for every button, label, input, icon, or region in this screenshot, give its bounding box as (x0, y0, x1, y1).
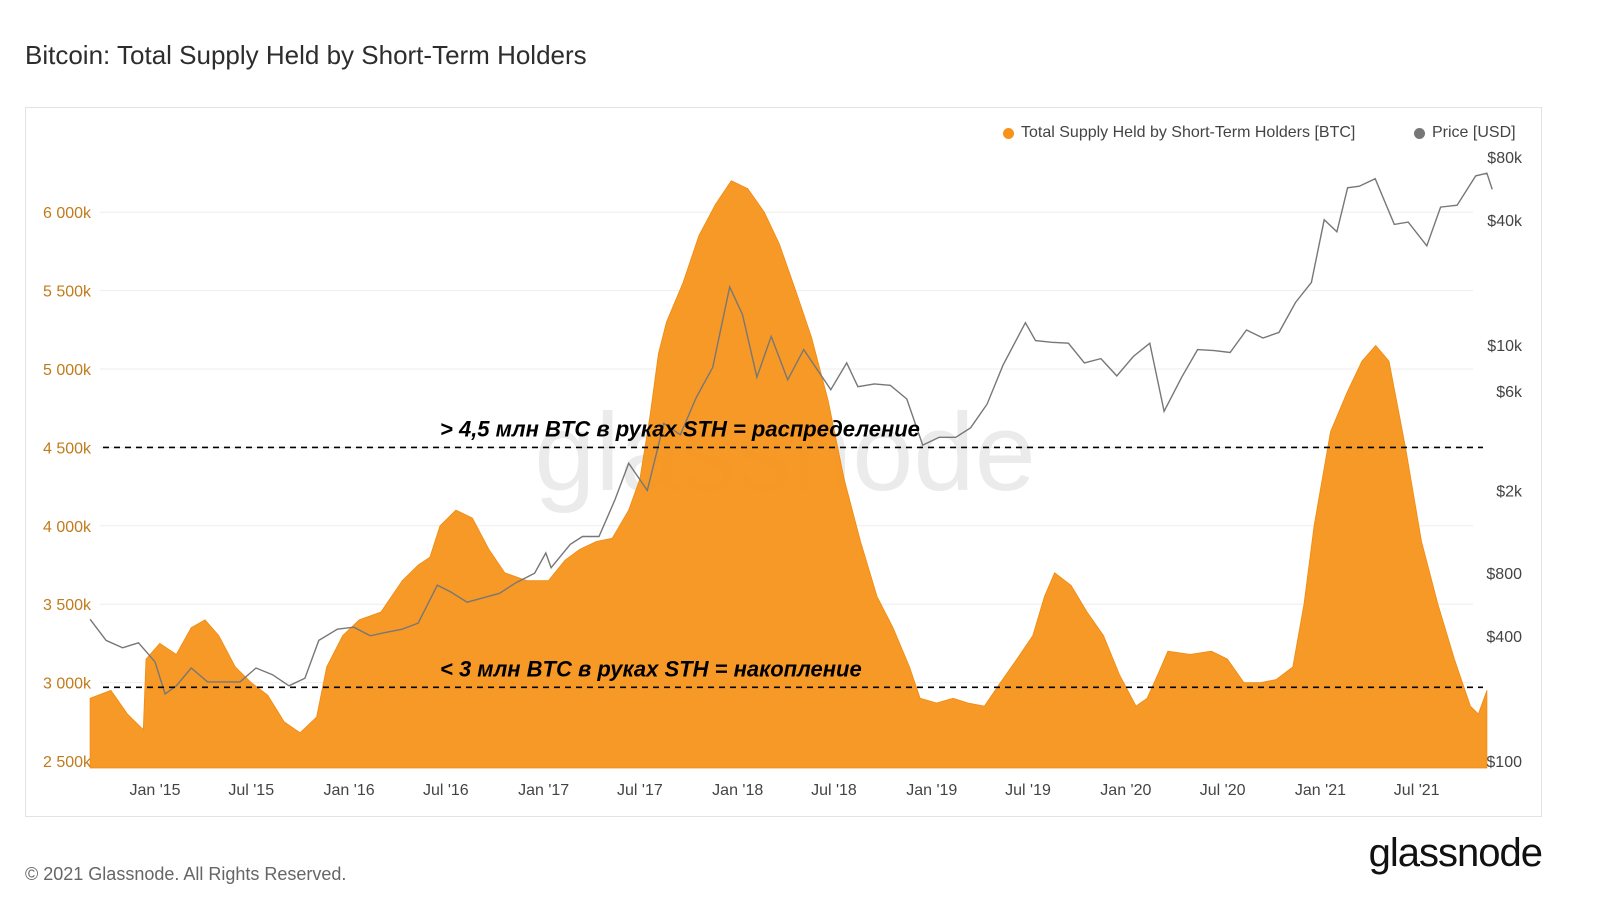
legend-price-dot (1414, 127, 1425, 139)
brand-logo: glassnode (1368, 831, 1543, 875)
x-tick-label: Jan '18 (712, 782, 763, 799)
x-tick-label: Jul '18 (811, 782, 857, 799)
annotation-label: < 3 млн BTC в руках STH = накопление (440, 656, 862, 681)
x-tick-label: Jul '15 (228, 782, 274, 799)
y-right-tick-label: $80k (1487, 150, 1523, 167)
copyright-footer: © 2021 Glassnode. All Rights Reserved. (25, 864, 347, 884)
y-left-tick-label: 5 000k (43, 362, 92, 379)
annotation-label: > 4,5 млн BTC в руках STH = распределени… (440, 416, 920, 441)
y-right-tick-label: $100 (1486, 754, 1522, 771)
y-left-tick-label: 6 000k (43, 205, 92, 222)
y-right-tick-label: $800 (1486, 566, 1522, 583)
y-right-tick-label: $400 (1486, 629, 1522, 646)
x-tick-label: Jan '15 (129, 782, 180, 799)
y-left-tick-label: 4 000k (43, 519, 92, 536)
legend-supply-label: Total Supply Held by Short-Term Holders … (1021, 124, 1356, 141)
y-left-tick-label: 3 500k (43, 597, 92, 614)
y-left-tick-label: 2 500k (43, 754, 92, 771)
y-right-tick-label: $6k (1496, 384, 1523, 401)
y-right-tick-label: $40k (1487, 213, 1523, 230)
y-left-tick-label: 5 500k (43, 284, 92, 301)
y-right-tick-label: $10k (1487, 338, 1523, 355)
x-tick-label: Jul '20 (1200, 782, 1246, 799)
y-right-tick-label: $2k (1496, 483, 1523, 500)
chart-frame (25, 107, 1542, 817)
x-tick-label: Jul '16 (423, 782, 469, 799)
price-line (89, 172, 1493, 696)
legend-price-label: Price [USD] (1432, 124, 1516, 141)
y-left-tick-label: 3 000k (43, 676, 92, 693)
x-tick-label: Jan '17 (518, 782, 569, 799)
legend-item-price[interactable]: Price [USD] (1414, 124, 1516, 142)
x-tick-label: Jul '19 (1005, 782, 1051, 799)
x-tick-label: Jan '19 (906, 782, 957, 799)
supply-area (89, 180, 1488, 769)
x-tick-label: Jan '21 (1295, 782, 1346, 799)
x-tick-label: Jan '16 (324, 782, 375, 799)
x-tick-label: Jan '20 (1100, 782, 1151, 799)
x-tick-label: Jul '21 (1394, 782, 1440, 799)
chart-title: Bitcoin: Total Supply Held by Short-Term… (25, 40, 587, 70)
x-tick-label: Jul '17 (617, 782, 663, 799)
y-left-tick-label: 4 500k (43, 440, 92, 457)
legend-item-supply[interactable]: Total Supply Held by Short-Term Holders … (1003, 124, 1355, 142)
legend-supply-dot (1003, 127, 1014, 139)
